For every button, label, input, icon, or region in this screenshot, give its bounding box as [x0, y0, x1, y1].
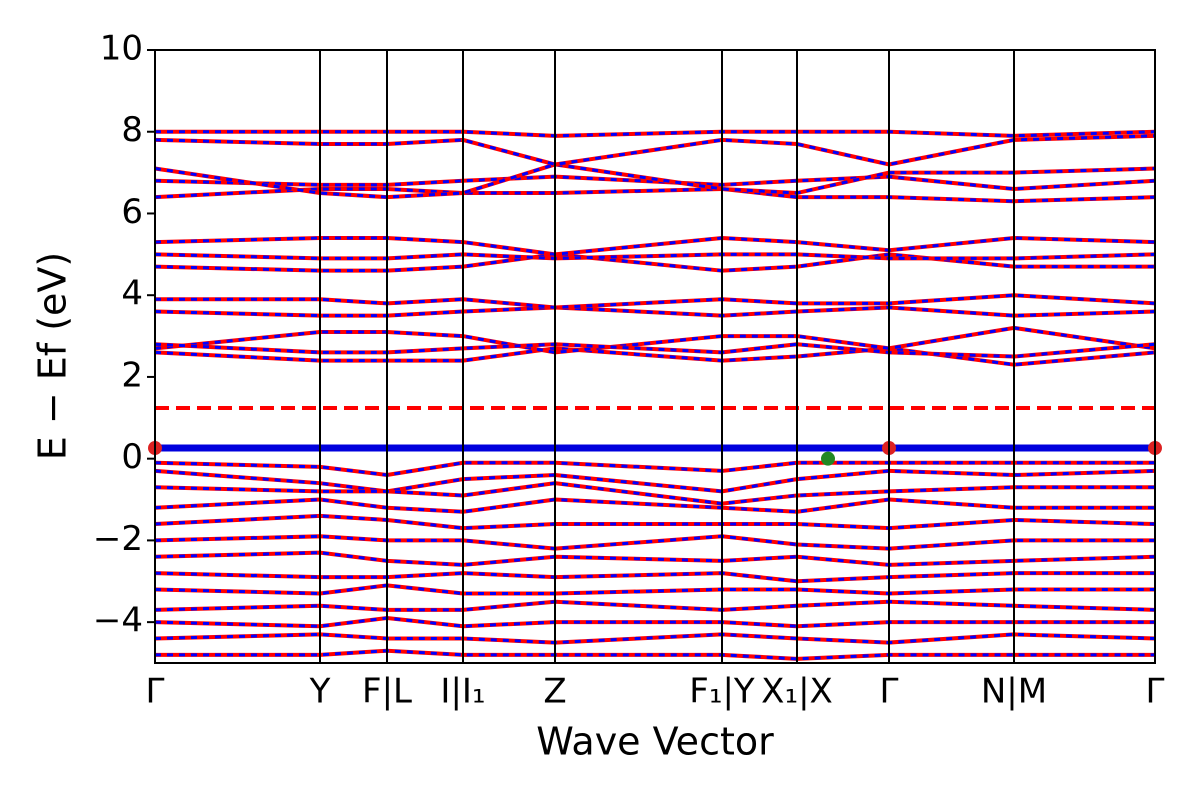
y-tick-label: 2 — [121, 355, 143, 395]
band-line — [154, 599, 1156, 612]
y-tick-label: −4 — [93, 601, 143, 641]
band-line — [154, 252, 1156, 261]
band-line-overlay — [154, 162, 1156, 199]
band-line-overlay — [154, 236, 1156, 256]
band-line-overlay — [154, 551, 1156, 567]
band-line — [154, 550, 1156, 567]
x-tick-label: F|L — [362, 672, 412, 712]
y-tick-label: 0 — [121, 437, 143, 477]
x-tick-label: N|M — [981, 672, 1047, 712]
band-line-overlay — [154, 632, 1156, 645]
band-line — [155, 293, 1156, 310]
y-tick-label: 4 — [121, 274, 143, 314]
band-line — [154, 632, 1156, 645]
x-tick-label: Γ — [880, 672, 899, 712]
x-tick-label: Z — [543, 672, 566, 712]
x-tick-label: I|I₁ — [440, 672, 485, 712]
band-line-overlay — [154, 187, 1156, 203]
band-line-overlay — [154, 481, 1155, 506]
band-line-overlay — [154, 616, 1155, 628]
band-line-overlay — [154, 583, 1155, 596]
y-tick-label: 8 — [121, 110, 143, 150]
band-line-overlay — [155, 649, 1155, 661]
band-line — [154, 571, 1155, 584]
band-line — [154, 513, 1156, 531]
band-line-overlay — [154, 600, 1156, 612]
plot-frame — [154, 49, 1156, 664]
band-line-overlay — [155, 130, 1156, 138]
x-tick-label: Γ — [1146, 672, 1165, 712]
x-tick-label: F₁|Y — [689, 672, 755, 712]
band-line-overlay — [155, 293, 1156, 309]
band-line-overlay — [154, 346, 1156, 367]
band-line-overlay — [154, 252, 1156, 260]
band-line — [154, 534, 1155, 551]
band-line — [154, 616, 1155, 629]
band-line — [154, 235, 1156, 257]
band-line-overlay — [154, 134, 1156, 166]
y-tick-label: 6 — [121, 192, 143, 232]
x-axis-label: Wave Vector — [536, 720, 774, 764]
band-line — [154, 325, 1156, 355]
y-tick-label: −2 — [93, 519, 143, 559]
y-axis-label: E − Ef (eV) — [31, 252, 75, 461]
band-line-overlay — [154, 571, 1155, 583]
y-tick-label: 10 — [100, 29, 143, 69]
x-tick-label: Γ — [146, 672, 165, 712]
marker — [821, 451, 835, 466]
band-line — [154, 305, 1156, 318]
band-line-overlay — [154, 305, 1156, 318]
band-line-overlay — [154, 514, 1156, 530]
band-line-overlay — [154, 342, 1156, 359]
x-tick-label: X₁|X — [761, 672, 833, 712]
band-line-overlay — [154, 534, 1155, 551]
band-line-overlay — [154, 498, 1155, 514]
band-line-overlay — [154, 252, 1155, 273]
band-line-overlay — [154, 175, 1156, 191]
x-tick-label: Y — [309, 672, 331, 712]
band-line — [154, 583, 1155, 596]
band-line-overlay — [154, 469, 1156, 493]
band-line-overlay — [154, 461, 1155, 477]
